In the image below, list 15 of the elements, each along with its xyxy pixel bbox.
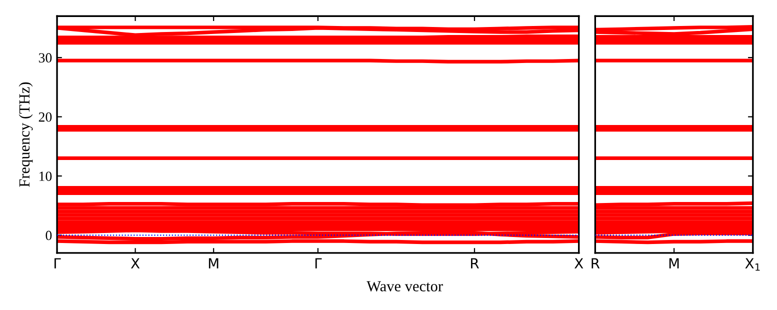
x-tick-label: R	[471, 258, 479, 268]
y-axis-title: Frequency (THz)	[18, 82, 33, 187]
x-tick-label: Γ	[54, 258, 61, 268]
x-tick-label: R	[592, 258, 600, 268]
x-tick-label: M	[208, 258, 218, 268]
x-tick-label: X	[574, 258, 584, 268]
x-axis-title: Wave vector	[366, 281, 443, 292]
y-tick-label: 30	[38, 53, 52, 63]
y-tick-label: 10	[40, 172, 52, 181]
x-tick-label: M	[669, 258, 679, 268]
y-tick-label: 20	[38, 112, 52, 122]
x-tick-label: X	[130, 258, 140, 268]
x-tick-label: Γ	[315, 258, 322, 268]
x-tick-label: X$_{1}$	[745, 258, 760, 271]
y-tick-label: 0	[46, 230, 52, 240]
